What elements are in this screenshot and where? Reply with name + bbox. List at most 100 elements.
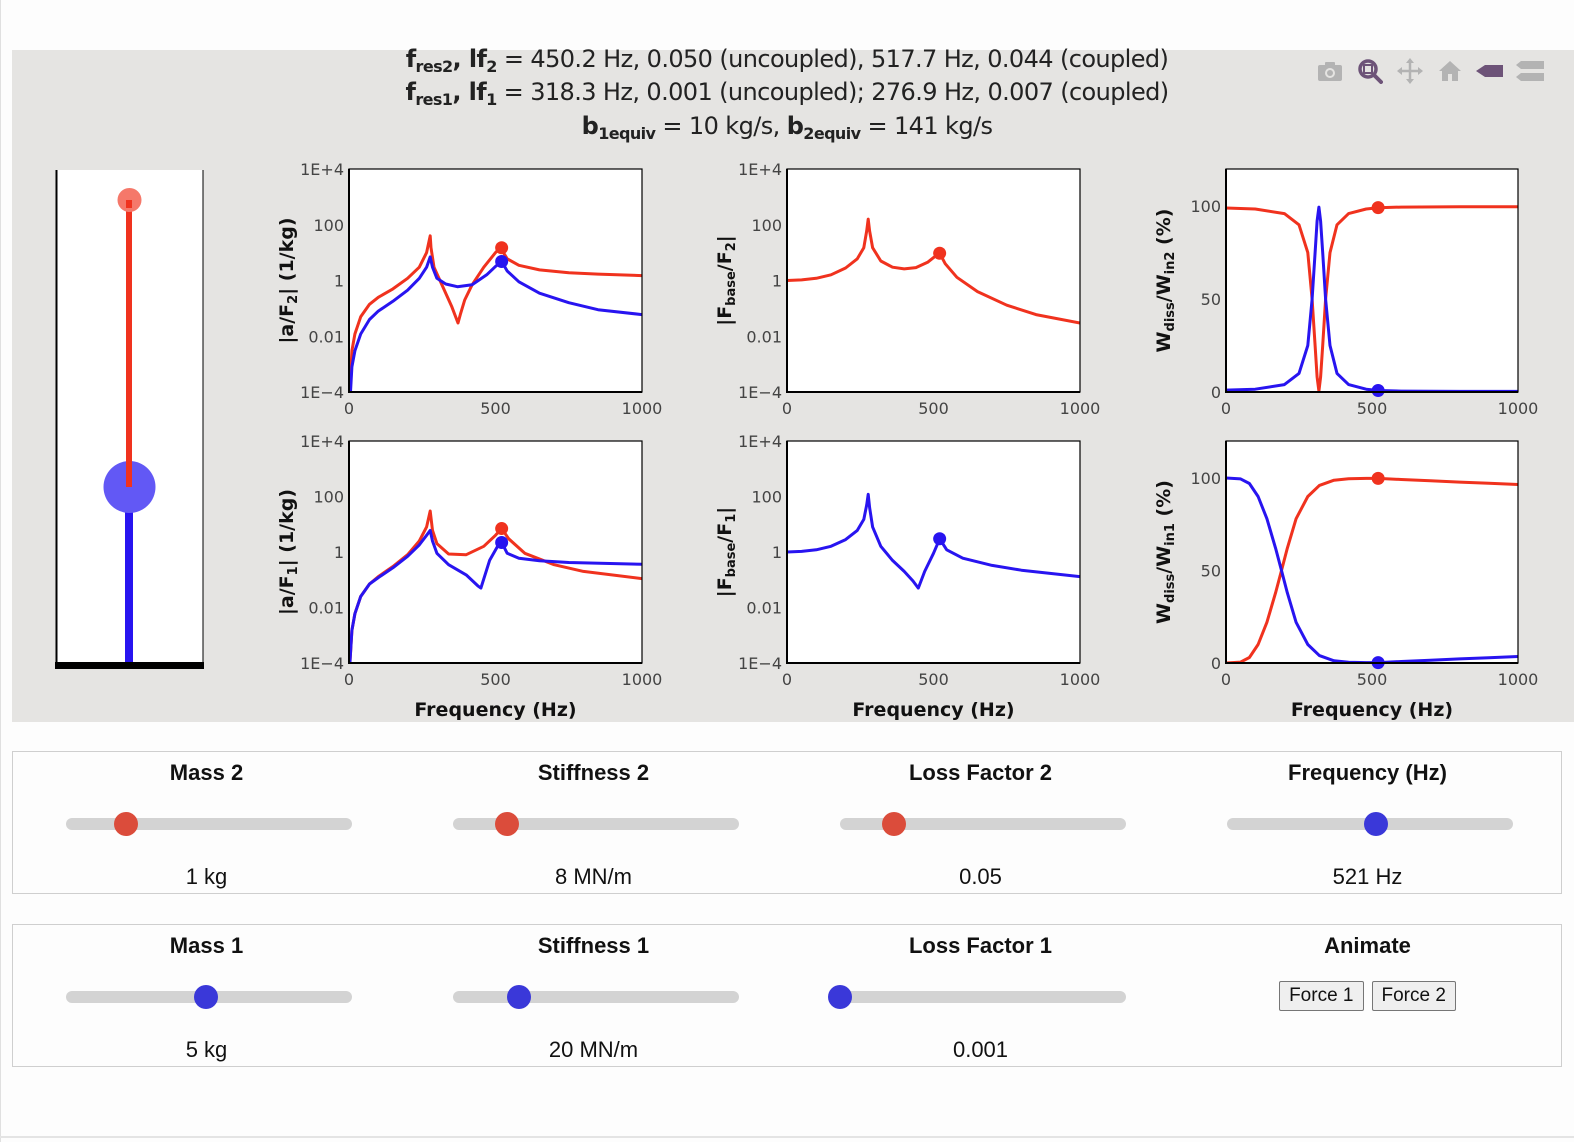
ground-base — [55, 662, 204, 669]
slider-thumb[interactable] — [882, 812, 907, 836]
x-tick-label: 1000 — [1060, 670, 1101, 689]
y-tick-label: 0.01 — [308, 599, 344, 618]
pan-button[interactable] — [1390, 57, 1430, 85]
y-axis-title-part: (%) — [1153, 480, 1175, 523]
camera-icon — [1318, 62, 1342, 81]
header-line-bequiv: b1equiv = 10 kg/s, b2equiv = 141 kg/s — [0, 112, 1574, 143]
mass-2-slider[interactable] — [66, 812, 352, 836]
plot-background — [349, 169, 642, 392]
loss-factor-1-slider[interactable] — [828, 985, 1126, 1009]
symbol: b — [786, 112, 804, 140]
x-tick-label: 1000 — [1060, 399, 1101, 418]
y-axis-title-subscript: base — [724, 543, 739, 578]
compare-data-button[interactable] — [1510, 57, 1550, 85]
y-axis-title-subscript: base — [724, 271, 739, 306]
pan-icon — [1397, 58, 1423, 84]
control-title: Mass 2 — [169, 760, 244, 785]
y-axis-title-subscript: in1 — [1163, 523, 1178, 546]
y-axis-title-subscript: 2 — [724, 242, 739, 251]
force-1-button[interactable]: Force 1 — [1279, 981, 1364, 1011]
y-axis-title-part: | — [714, 235, 736, 242]
y-axis-title-part: /W — [1153, 274, 1175, 302]
reset-axes-button[interactable] — [1430, 57, 1470, 85]
y-tick-label: 100 — [1190, 469, 1221, 488]
control-title: Loss Factor 1 — [908, 933, 1053, 958]
plot-background — [1226, 441, 1518, 663]
symbol: b — [581, 112, 599, 140]
slider-thumb[interactable] — [828, 985, 852, 1009]
slider-thumb[interactable] — [495, 812, 520, 836]
control-title: Stiffness 2 — [537, 760, 650, 785]
x-tick-label: 1000 — [622, 670, 663, 689]
separator: , — [452, 45, 469, 73]
y-axis-title-part: |a/F — [276, 304, 298, 344]
series-line-mass1 — [349, 255, 642, 392]
header-line-fres2: fres2, lf2 = 450.2 Hz, 0.050 (uncoupled)… — [0, 45, 1574, 75]
frequency-control: Frequency (Hz) 521 Hz — [1174, 752, 1561, 895]
y-tick-label: 1E−4 — [738, 383, 782, 402]
y-axis-title-subscript: diss — [1163, 302, 1178, 331]
y-axis-title: Wdiss/Win2 (%) — [1153, 209, 1178, 353]
y-tick-label: 50 — [1201, 290, 1221, 309]
y-axis-title-subscript: diss — [1163, 573, 1178, 602]
x-tick-label: 0 — [1221, 399, 1231, 418]
y-tick-label: 1 — [334, 272, 344, 291]
series-line-mass2 — [349, 234, 642, 392]
header-values: = 318.3 Hz, 0.001 (uncoupled); 276.9 Hz,… — [496, 78, 1169, 106]
loss-factor-2-slider[interactable] — [840, 812, 1126, 836]
header-line-fres1: fres1, lf1 = 318.3 Hz, 0.001 (uncoupled)… — [0, 78, 1574, 109]
y-axis-title-part: | — [714, 507, 736, 514]
x-tick-label: 0 — [782, 670, 792, 689]
mass-1-slider[interactable] — [66, 985, 352, 1009]
slider-thumb[interactable] — [114, 812, 139, 836]
control-value: 0.001 — [952, 1037, 1009, 1062]
mass-1-control: Mass 1 5 kg — [13, 925, 400, 1068]
y-tick-label: 0.01 — [308, 327, 344, 346]
header-values: = 450.2 Hz, 0.050 (uncoupled), 517.7 Hz,… — [496, 45, 1169, 73]
y-tick-label: 1E+4 — [738, 160, 782, 179]
zoom-button[interactable] — [1350, 57, 1390, 85]
slider-thumb[interactable] — [506, 985, 531, 1009]
stiffness-1-control: Stiffness 1 20 MN/m — [400, 925, 787, 1068]
subplot-FbF2: 1E+4 100 1 0.01 1E−40 500 1000 |Fbase/F2| — [714, 160, 1100, 418]
x-tick-label: 0 — [344, 399, 354, 418]
mass-2-control: Mass 2 1 kg — [13, 752, 400, 895]
y-axis-title: Wdiss/Win1 (%) — [1153, 480, 1178, 624]
stiffness-2-control: Stiffness 2 8 MN/m — [400, 752, 787, 895]
symbol: lf — [468, 78, 487, 106]
slider-thumb[interactable] — [194, 985, 219, 1009]
stiffness-2-slider[interactable] — [453, 812, 739, 836]
stiffness-1-slider[interactable] — [453, 985, 739, 1009]
y-axis-title-part: /F — [714, 523, 736, 543]
y-tick-label: 50 — [1201, 562, 1221, 581]
spring-2-rod — [126, 200, 132, 487]
series-line-mass1 — [787, 492, 1080, 590]
subplot-aF2: 1E+4 100 1 0.01 1E−40 500 1000 |a/F2| (1/kg) — [276, 160, 662, 418]
symbol: f — [405, 45, 416, 73]
plot-background — [787, 169, 1080, 392]
y-axis-title-part: (%) — [1153, 209, 1175, 252]
y-tick-label: 100 — [751, 216, 782, 235]
y-tick-label: 1 — [772, 543, 782, 562]
y-axis-title-part: W — [1153, 603, 1175, 624]
marker-mass2 — [933, 246, 947, 260]
tag-icon — [1476, 65, 1503, 77]
x-tick-label: 0 — [1221, 670, 1231, 689]
x-axis-title: Frequency (Hz) — [852, 699, 1014, 721]
y-tick-label: 100 — [751, 488, 782, 507]
home-icon — [1439, 61, 1461, 81]
x-tick-label: 500 — [480, 670, 511, 689]
subscript: 1 — [486, 90, 497, 109]
control-value: 521 Hz — [1332, 864, 1403, 889]
download-plot-button[interactable] — [1310, 57, 1350, 85]
page-border — [0, 1136, 1574, 1138]
controls-row-mass-1: Mass 1 5 kg Stiffness 1 20 MN/m Loss Factor … — [12, 924, 1562, 1067]
subscript: 1equiv — [598, 124, 656, 143]
slider-thumb[interactable] — [1363, 812, 1388, 836]
show-closest-button[interactable] — [1470, 57, 1510, 85]
force-2-button[interactable]: Force 2 — [1371, 981, 1456, 1011]
frequency-slider[interactable] — [1227, 812, 1513, 836]
